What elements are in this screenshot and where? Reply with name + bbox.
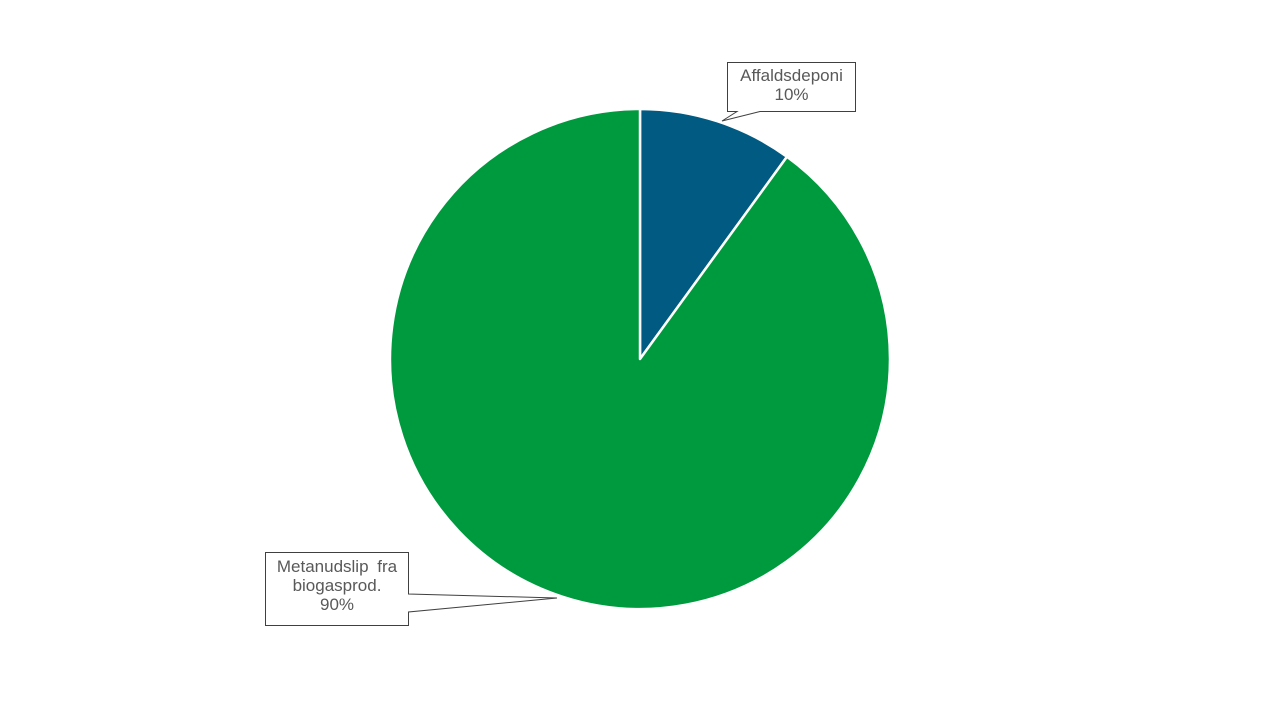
data-label-metanudslip: Metanudslip fra biogasprod. 90%: [266, 557, 408, 614]
callout-metanudslip: [265, 552, 558, 626]
callout-affaldsdeponi: [721, 62, 856, 122]
label-category: Metanudslip fra biogasprod.: [276, 557, 398, 595]
label-category: Affaldsdeponi: [740, 66, 843, 85]
pie-slice-metanudslip-fra-biogasprod: [388, 107, 892, 611]
label-value: 10%: [774, 85, 809, 104]
data-label-affaldsdeponi: Affaldsdeponi 10%: [728, 66, 855, 104]
pie-slice-affaldsdeponi: [638, 107, 789, 361]
label-value: 90%: [319, 595, 355, 614]
